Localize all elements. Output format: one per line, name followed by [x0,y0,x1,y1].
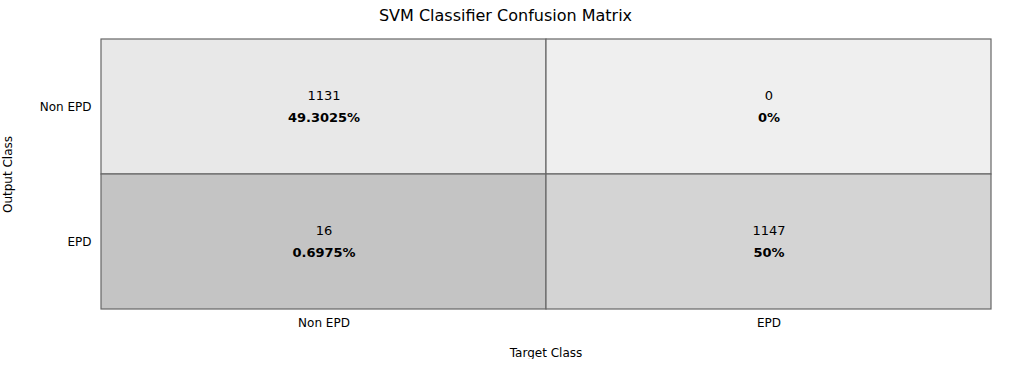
svg-text:50%: 50% [753,245,784,260]
svg-text:0%: 0% [758,110,780,125]
svg-text:Target Class: Target Class [509,346,583,360]
svg-text:0.6975%: 0.6975% [292,245,355,260]
svg-text:1147: 1147 [752,223,785,238]
svg-text:1131: 1131 [307,88,340,103]
svg-text:Non EPD: Non EPD [40,100,92,114]
svg-text:16: 16 [316,223,333,238]
svg-text:Non EPD: Non EPD [298,316,350,330]
svg-text:49.3025%: 49.3025% [288,110,360,125]
svg-text:0: 0 [765,88,773,103]
html-text:SVM Classifier Confusion Matri: SVM Classifier Confusion Matrix [378,6,633,25]
svg-text:EPD: EPD [67,235,91,249]
svg-text:Output Class: Output Class [1,136,15,213]
svg-text:EPD: EPD [757,316,781,330]
